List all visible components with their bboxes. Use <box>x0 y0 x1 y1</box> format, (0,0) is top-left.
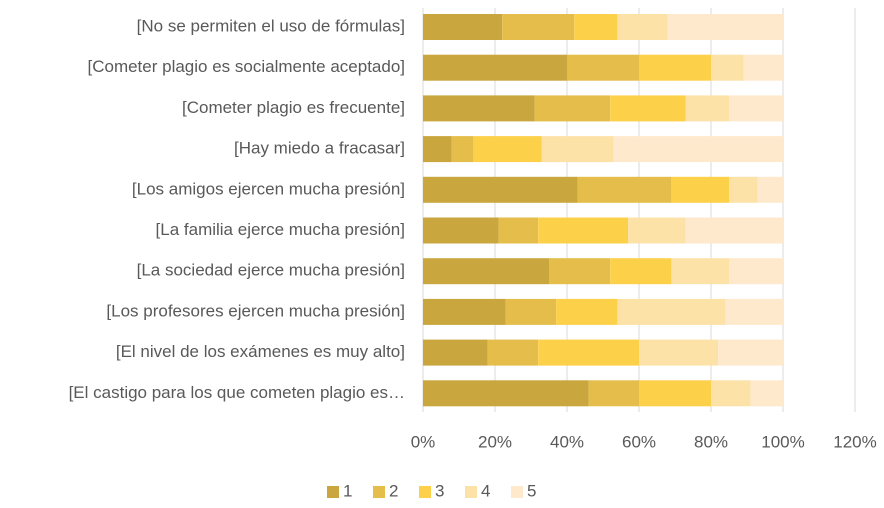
x-tick-label: 100% <box>761 432 804 451</box>
bar-segment <box>711 380 751 407</box>
bar-segment <box>423 176 578 203</box>
bar-segment <box>671 176 729 203</box>
bar-segment <box>423 95 535 122</box>
bar-segment <box>639 54 711 81</box>
y-tick-label: [No se permiten el uso de fórmulas] <box>137 16 405 35</box>
bar-segment <box>423 380 589 407</box>
bar-segment <box>574 14 618 40</box>
y-tick-label: [Cometer plagio es socialmente aceptado] <box>87 57 405 76</box>
bar-segment <box>628 217 686 244</box>
bar-segment <box>567 54 639 81</box>
bar-segment <box>423 217 499 244</box>
bar-segment <box>711 54 744 81</box>
legend-label: 3 <box>435 481 444 500</box>
bar-segment <box>541 136 614 163</box>
bar-segment <box>617 298 726 325</box>
bar-segment <box>556 298 618 325</box>
y-tick-label: [La familia ejerce mucha presión] <box>156 220 405 239</box>
bar-segment <box>487 339 539 366</box>
bar-segment <box>423 54 567 81</box>
x-tick-label: 60% <box>622 432 656 451</box>
bar-segment <box>534 95 611 122</box>
legend-label: 1 <box>343 481 352 500</box>
y-tick-label: [El castigo para los que cometen plagio … <box>69 383 405 402</box>
x-tick-label: 20% <box>478 432 512 451</box>
y-tick-label: [La sociedad ejerce mucha presión] <box>137 261 405 280</box>
bar-segment <box>639 339 719 366</box>
bar-segment <box>423 298 506 325</box>
bar-segment <box>725 298 783 325</box>
bar-segment <box>588 380 639 407</box>
y-tick-label: [Los amigos ejercen mucha presión] <box>132 179 405 198</box>
bar-segment <box>757 176 783 203</box>
bar-segment <box>671 258 729 285</box>
y-tick-label: [Los profesores ejercen mucha presión] <box>106 301 405 320</box>
bar-segment <box>502 14 575 40</box>
bar-segment <box>729 258 783 285</box>
legend-swatch <box>327 486 339 498</box>
bar-segment <box>639 380 711 407</box>
bar-segment <box>538 217 629 244</box>
bar-segment <box>685 217 783 244</box>
bar-segment <box>610 258 672 285</box>
bar-segment <box>613 136 783 163</box>
bar-segment <box>423 258 549 285</box>
bar-segment <box>423 136 452 163</box>
legend-label: 5 <box>527 481 536 500</box>
bar-segment <box>498 217 539 244</box>
bar-segment <box>505 298 557 325</box>
legend-label: 4 <box>481 481 490 500</box>
bar-segment <box>423 339 488 366</box>
bar-segment <box>685 95 729 122</box>
bar-segment <box>750 380 783 407</box>
bar-segment <box>729 176 758 203</box>
legend-swatch <box>511 486 523 498</box>
bar-segment <box>729 95 783 122</box>
bar-segment <box>577 176 672 203</box>
bar-segment <box>538 339 639 366</box>
bar-segment <box>743 54 783 81</box>
y-tick-label: [Hay miedo a fracasar] <box>234 139 405 158</box>
bar-segment <box>718 339 783 366</box>
y-tick-label: [El nivel de los exámenes es muy alto] <box>116 342 405 361</box>
bar-segment <box>667 14 783 40</box>
legend-swatch <box>373 486 385 498</box>
x-tick-label: 0% <box>411 432 436 451</box>
bar-segment <box>451 136 474 163</box>
legend-swatch <box>419 486 431 498</box>
bar-segment <box>423 14 503 40</box>
x-tick-label: 80% <box>694 432 728 451</box>
x-tick-label: 120% <box>833 432 876 451</box>
bar-segment <box>617 14 668 40</box>
bar-segment <box>610 95 686 122</box>
y-tick-label: [Cometer plagio es frecuente] <box>182 98 405 117</box>
bar-segment <box>473 136 542 163</box>
legend-swatch <box>465 486 477 498</box>
x-tick-label: 40% <box>550 432 584 451</box>
bar-segment <box>549 258 611 285</box>
legend-label: 2 <box>389 481 398 500</box>
